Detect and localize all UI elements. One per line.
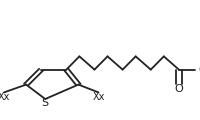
Text: S: S — [41, 98, 49, 108]
Text: O: O — [174, 84, 182, 94]
Text: OH: OH — [197, 65, 200, 75]
Text: Xx: Xx — [0, 92, 10, 102]
Text: Xx: Xx — [92, 92, 104, 102]
